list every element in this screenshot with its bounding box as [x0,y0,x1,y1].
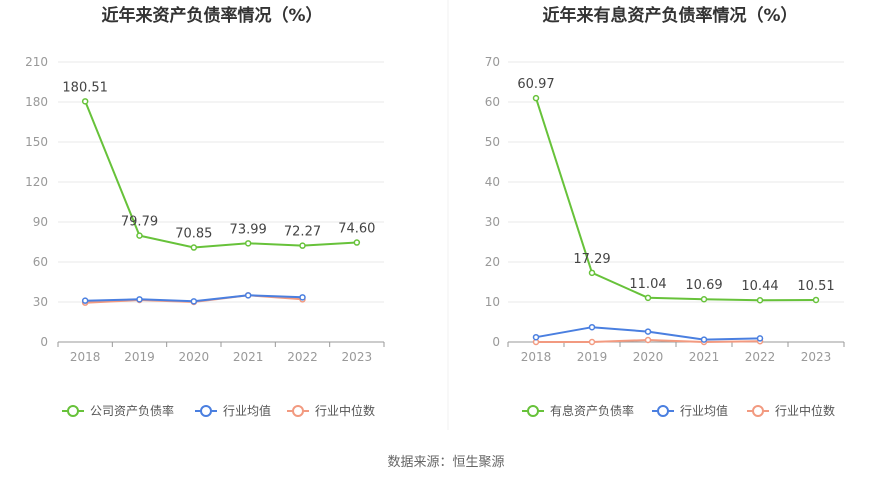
data-point [81,297,89,304]
data-point [644,336,652,344]
x-tick-label: 2023 [801,350,832,364]
x-tick-label: 2018 [521,350,552,364]
x-tick-label: 2019 [577,350,608,364]
y-tick-label: 10 [485,295,500,309]
y-tick-label: 40 [485,175,500,189]
data-point [588,323,596,331]
y-tick-label: 20 [485,255,500,269]
y-tick-label: 30 [485,215,500,229]
data-point [756,296,764,304]
legend-label: 行业中位数 [775,403,835,418]
legend-marker [67,405,79,417]
data-point [136,296,143,303]
data-label: 72.27 [284,225,321,240]
y-tick-label: 90 [33,215,48,229]
legend-label: 公司资产负债率 [90,403,174,418]
data-label: 70.85 [175,227,212,242]
series-line [535,97,817,302]
data-point [244,292,252,299]
legend-marker [200,405,212,417]
data-point [644,294,652,302]
data-point [190,298,198,305]
y-tick-label: 30 [33,295,48,309]
x-tick-label: 2023 [342,350,373,364]
data-label: 74.60 [338,222,375,237]
x-tick-label: 2020 [179,350,210,364]
data-point [812,296,820,304]
x-tick-label: 2021 [689,350,720,364]
data-source: 数据来源：恒生聚源 [387,455,504,470]
legend-marker [657,405,669,417]
data-point [532,94,540,102]
y-tick-label: 70 [485,55,500,69]
legend-label: 有息资产负债率 [550,403,634,418]
y-tick-label: 60 [485,95,500,109]
legend-label: 行业均值 [680,403,728,418]
x-tick-label: 2022 [287,350,318,364]
data-label: 10.44 [741,279,778,294]
data-point [190,244,198,251]
chart-title: 近年来资产负债率情况（%） [101,5,322,26]
y-tick-label: 0 [40,335,48,349]
data-point [136,232,143,239]
data-point [644,328,652,335]
legend-marker [292,405,304,417]
data-point [299,294,306,301]
series-line [84,100,357,249]
data-point [588,338,596,346]
data-point [588,269,596,277]
y-tick-label: 120 [25,175,48,189]
data-point [532,333,540,341]
data-point [244,240,252,247]
data-point [81,98,89,105]
x-tick-label: 2020 [633,350,664,364]
x-tick-label: 2021 [233,350,264,364]
data-point [299,242,306,249]
data-label: 180.51 [62,80,108,95]
legend-marker [527,405,539,417]
y-tick-label: 150 [25,135,48,149]
legend-marker [752,405,764,417]
y-tick-label: 0 [492,335,500,349]
data-label: 11.04 [629,277,666,292]
data-point [353,239,361,246]
y-tick-label: 210 [25,55,48,69]
data-point [700,295,708,303]
data-point [756,335,764,342]
chart-title: 近年来有息资产负债率情况（%） [542,5,797,26]
legend-label: 行业均值 [223,403,271,418]
y-tick-label: 180 [25,95,48,109]
data-label: 60.97 [517,77,554,92]
legend-label: 行业中位数 [315,403,375,418]
x-tick-label: 2019 [124,350,155,364]
x-tick-label: 2022 [745,350,776,364]
data-label: 17.29 [573,252,610,267]
x-tick-label: 2018 [70,350,101,364]
data-label: 73.99 [230,222,267,237]
data-label: 10.51 [797,279,834,294]
data-label: 79.79 [121,215,158,230]
y-tick-label: 60 [33,255,48,269]
data-label: 10.69 [685,278,722,293]
data-point [700,336,708,343]
y-tick-label: 50 [485,135,500,149]
